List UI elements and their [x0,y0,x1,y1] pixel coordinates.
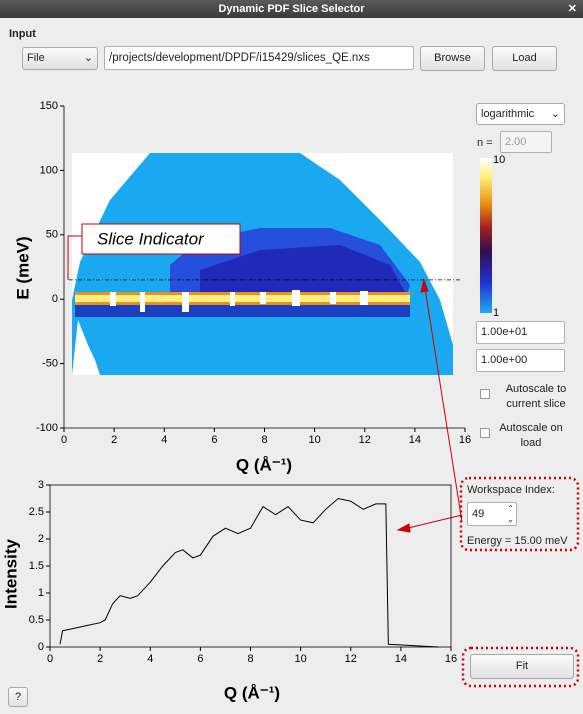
red-arrows [396,278,463,533]
x-tick-label: 2 [111,434,117,446]
y-tick-label: -50 [42,358,58,370]
y-tick-label: 0.5 [29,614,44,626]
y-tick-label: -100 [36,422,58,434]
y-tick-label: 50 [46,229,58,241]
y-tick-label: 3 [38,479,44,491]
heatmap-low-band [75,305,410,317]
y-tick-label: 1 [38,587,44,599]
annotation: Slice Indicator [97,229,205,248]
x-tick-label: 14 [395,653,407,665]
x-tick-label: 0 [61,434,67,446]
spin-arrows: ⌃ ⌄ [507,504,514,524]
n-field[interactable]: 2.00 [500,131,552,153]
heatmap-hotspots [110,290,368,312]
fit-button[interactable]: Fit [470,654,574,679]
workspace-spinbox[interactable]: 49 ⌃ ⌄ [467,502,517,526]
workspace-index: 49 [472,508,485,520]
combo-arrow: ⌄ [83,52,93,64]
x-tick-label: 12 [359,434,371,446]
y-axis-label: E (meV) [13,236,32,299]
y-axis-label: Intensity [1,539,20,609]
help-button[interactable]: ? [8,687,28,707]
source-combo[interactable]: File ⌄ [22,47,98,70]
x-tick-label: 4 [147,653,153,665]
y-tick-label: 0 [52,293,58,305]
y-tick-label: 2.5 [29,506,44,518]
line-series [59,497,439,648]
energy-label: Energy = 15.00 meV [467,535,568,547]
colorbar [480,158,492,313]
scale-combo[interactable]: logarithmic ⌄ [476,103,565,125]
x-tick-label: 4 [161,434,167,446]
x-tick-label: 0 [47,653,53,665]
close-button[interactable]: ✕ [567,3,577,15]
x-axis-label: Q (Å⁻¹) [224,683,280,702]
window-title: Dynamic PDF Slice Selector [218,3,365,15]
x-tick-label: 16 [445,653,457,665]
annotation-box [81,223,241,255]
n-label: n = [477,137,493,149]
scale-text: logarithmic [481,108,535,120]
path-field[interactable]: /projects/development/DPDF/i15429/slices… [104,46,414,70]
x-tick-label: 10 [309,434,321,446]
browse-button[interactable]: Browse [420,46,485,71]
load-button[interactable]: Load [492,46,557,71]
combo-arrow: ⌄ [550,108,560,120]
x-tick-label: 2 [97,653,103,665]
fit-highlight [461,646,580,688]
annotation-leader [67,235,82,280]
x-tick-label: 16 [459,434,471,446]
checkbox[interactable] [480,389,490,399]
heatmap-elastic-core [75,295,410,302]
title-bar: Dynamic PDF Slice Selector ✕ [0,0,583,18]
colorbar-max: 10 [493,154,505,166]
workspace-highlight [459,476,580,552]
x-tick-label: 14 [409,434,421,446]
x-tick-label: 12 [345,653,357,665]
x-tick-label: 6 [211,434,217,446]
y-tick-label: 1.5 [29,560,44,572]
y-tick-label: 2 [38,533,44,545]
x-tick-label: 8 [247,653,253,665]
workspace-label: Workspace Index: [467,484,555,496]
x-axis-label: Q (Å⁻¹) [236,455,292,474]
x-tick-label: 6 [197,653,203,665]
x-tick-label: 10 [295,653,307,665]
y-tick-label: 150 [40,100,58,112]
colorbar-min: 1 [493,307,499,319]
input-label: Input [9,28,36,40]
source-text: File [27,52,45,64]
autoscale-load-label: Autoscale on load [499,422,563,449]
y-tick-label: 100 [40,164,58,176]
min-field[interactable]: 1.00e+00 [476,349,565,372]
y-tick-label: 0 [38,641,44,653]
checkbox[interactable] [480,428,490,438]
autoscale-slice-label: Autoscale to current slice [505,383,567,410]
x-tick-label: 8 [261,434,267,446]
plot-frame [49,484,452,648]
max-field[interactable]: 1.00e+01 [476,321,565,344]
